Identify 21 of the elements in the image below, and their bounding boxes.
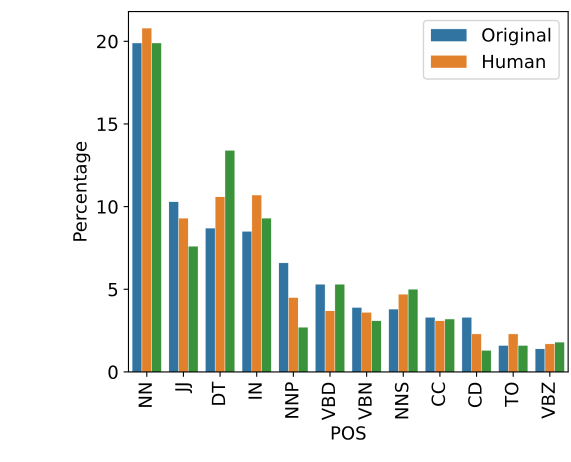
x-tick-label: IN bbox=[248, 383, 262, 399]
x-tick-label: NN bbox=[138, 383, 152, 407]
x-tick-label: NNS bbox=[394, 382, 409, 418]
y-tick-label: 10 bbox=[98, 200, 118, 214]
x-tick-label: VBN bbox=[358, 383, 372, 420]
legend-label: Human bbox=[483, 54, 545, 68]
y-tick-label: 5 bbox=[108, 282, 118, 296]
x-axis-title: POS bbox=[332, 426, 366, 440]
y-tick-label: 20 bbox=[97, 34, 118, 48]
x-tick-label: CD bbox=[468, 382, 482, 408]
x-tick-label: NNP bbox=[285, 382, 298, 418]
legend-label: Original bbox=[482, 28, 550, 46]
y-tick-label: 15 bbox=[98, 118, 118, 132]
y-tick-label: 0 bbox=[108, 365, 118, 380]
y-axis-title: Percentage bbox=[73, 142, 90, 241]
x-tick-label: DT bbox=[212, 382, 226, 405]
x-tick-label: VBD bbox=[322, 382, 335, 420]
x-tick-label: VBZ bbox=[542, 382, 555, 419]
x-tick-label: JJ bbox=[175, 383, 192, 394]
x-tick-label: TO bbox=[504, 382, 518, 407]
x-tick-label: CC bbox=[431, 382, 446, 406]
